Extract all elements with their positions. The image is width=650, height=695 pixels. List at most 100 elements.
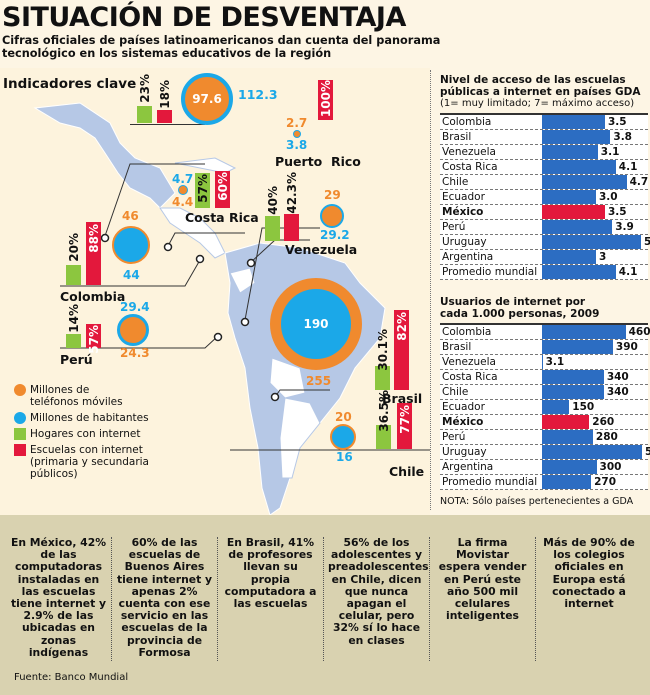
category-label: Brasil: [442, 341, 472, 353]
chile-schools-bar: [397, 403, 412, 449]
costa-rica-mobiles-value: 4.4: [172, 195, 194, 209]
marker-brasil: [270, 392, 280, 402]
bar-mark: [542, 415, 590, 429]
green-square-icon: [14, 428, 26, 440]
legend-label: Millones de habitantes: [30, 412, 149, 424]
legend-item-schools: Escuelas con internet (primaria y secunda…: [14, 444, 150, 480]
value-label: 270: [594, 476, 616, 488]
peru-label: Perú: [60, 352, 93, 367]
legend-item-population: Millones de habitantes: [14, 412, 150, 424]
brasil-mobiles-value: 255: [306, 374, 332, 388]
brasil-label: Brasil: [382, 391, 423, 406]
venezuela-circle: [320, 204, 344, 228]
peru-schools-bar: [86, 324, 101, 348]
category-label: Ecuador: [442, 191, 485, 203]
chart-title: Nivel de acceso de las escuelas públicas…: [440, 74, 641, 98]
category-label: Venezuela: [442, 356, 496, 368]
bar-mark: [542, 355, 543, 369]
bar-mark: [542, 370, 604, 384]
category-label: Perú: [442, 431, 466, 443]
peru-population-value: 29.4: [120, 300, 150, 314]
bar-cell: 260: [542, 415, 648, 429]
map-ecuador: [229, 267, 256, 294]
marker-costa-rica: [163, 242, 173, 252]
marker-venezuela: [246, 258, 256, 268]
category-label: Promedio mundial: [442, 266, 538, 278]
legend-label: Escuelas con internet (primaria y secunda…: [30, 444, 149, 480]
mexico-schools-bar: [157, 110, 172, 123]
map-panel: Indicadores clave 23% 18% 97.6 112.3 2.7…: [0, 68, 430, 515]
peru-mobiles-value: 24.3: [120, 346, 150, 360]
legend-label: Millones de teléfonos móviles: [30, 384, 123, 408]
bar-mark: [542, 130, 611, 144]
value-label: 280: [595, 431, 618, 443]
value-label: 3.0: [599, 191, 618, 203]
bar-mark: [542, 220, 613, 234]
bar-mark: [542, 445, 642, 459]
value-label: 4.1: [618, 266, 638, 278]
marker-peru: [213, 332, 223, 342]
peru-households-bar: [66, 334, 81, 348]
fact-item: En México, 42% de las computadoras insta…: [6, 536, 112, 661]
value-label: 3: [599, 251, 607, 263]
brasil-schools-label: 82%: [395, 312, 409, 341]
puerto-rico-population-value: 3.8: [286, 138, 308, 152]
chart-row: Brasil 3.8: [440, 130, 648, 145]
brasil-households-bar: [375, 366, 390, 390]
chart-row: Venezuela 3.1: [440, 145, 648, 160]
category-label: Perú: [442, 221, 466, 233]
value-label: 4.7: [629, 176, 649, 188]
costa-rica-circle: [178, 185, 188, 195]
colombia-schools-bar: [86, 222, 101, 285]
bar-cell: 150: [542, 400, 648, 414]
chart-row: Ecuador 150: [440, 400, 648, 415]
mexico-schools-label: 18%: [158, 80, 172, 109]
bar-cell: 550: [542, 445, 650, 459]
venezuela-mobiles-value: 29: [324, 188, 341, 202]
bar-cell: 4.1: [542, 160, 648, 174]
category-label: Argentina: [442, 461, 494, 473]
chart-row: Colombia 3.5: [440, 115, 648, 130]
chart-row: Ecuador 3.0: [440, 190, 648, 205]
mexico-households-label: 23%: [138, 74, 152, 103]
colombia-mobiles-value: 46: [122, 209, 139, 223]
category-label: Promedio mundial: [442, 476, 538, 488]
colombia-circle: [112, 226, 150, 264]
chart-row: Colombia 460: [440, 325, 650, 340]
value-label: 260: [592, 416, 615, 428]
chart-row: Promedio mundial 4.1: [440, 265, 648, 280]
bar-mark: [542, 385, 604, 399]
costa-rica-label: Costa Rica: [185, 210, 259, 225]
value-label: 300: [599, 461, 622, 473]
chart-row: Perú 3.9: [440, 220, 648, 235]
colombia-households-label: 20%: [67, 233, 81, 262]
bar-mark: [542, 460, 597, 474]
mexico-circle: 97.6: [181, 73, 233, 125]
value-label: 4.1: [618, 161, 638, 173]
value-label: 150: [572, 401, 595, 413]
peru-schools-label: 57%: [87, 325, 101, 354]
value-label: 550: [645, 446, 650, 458]
value-label: 3.5: [608, 116, 627, 128]
marker-puerto-rico: [240, 317, 250, 327]
marker-mexico: [100, 233, 110, 243]
bar-mark: [542, 115, 605, 129]
chart-row: México 3.5: [440, 205, 648, 220]
bar-cell: 3.5: [542, 205, 648, 219]
source-note: Fuente: Banco Mundial: [14, 672, 129, 683]
bar-cell: 3: [542, 250, 648, 264]
peru-households-label: 14%: [67, 304, 81, 333]
category-label: Colombia: [442, 116, 492, 128]
category-label: México: [442, 416, 484, 428]
bar-mark: [542, 145, 598, 159]
mexico-baseline: [130, 124, 205, 125]
bar-mark: [542, 430, 593, 444]
bar-cell: 3.9: [542, 220, 648, 234]
divider: [430, 70, 431, 510]
chart-row: Argentina 3: [440, 250, 648, 265]
legend-label: Hogares con internet: [30, 428, 141, 440]
costa-rica-households-bar: [195, 173, 210, 208]
value-label: 5.5: [644, 236, 650, 248]
chile-population-value: 16: [336, 450, 353, 464]
chart-row: Costa Rica 4.1: [440, 160, 648, 175]
